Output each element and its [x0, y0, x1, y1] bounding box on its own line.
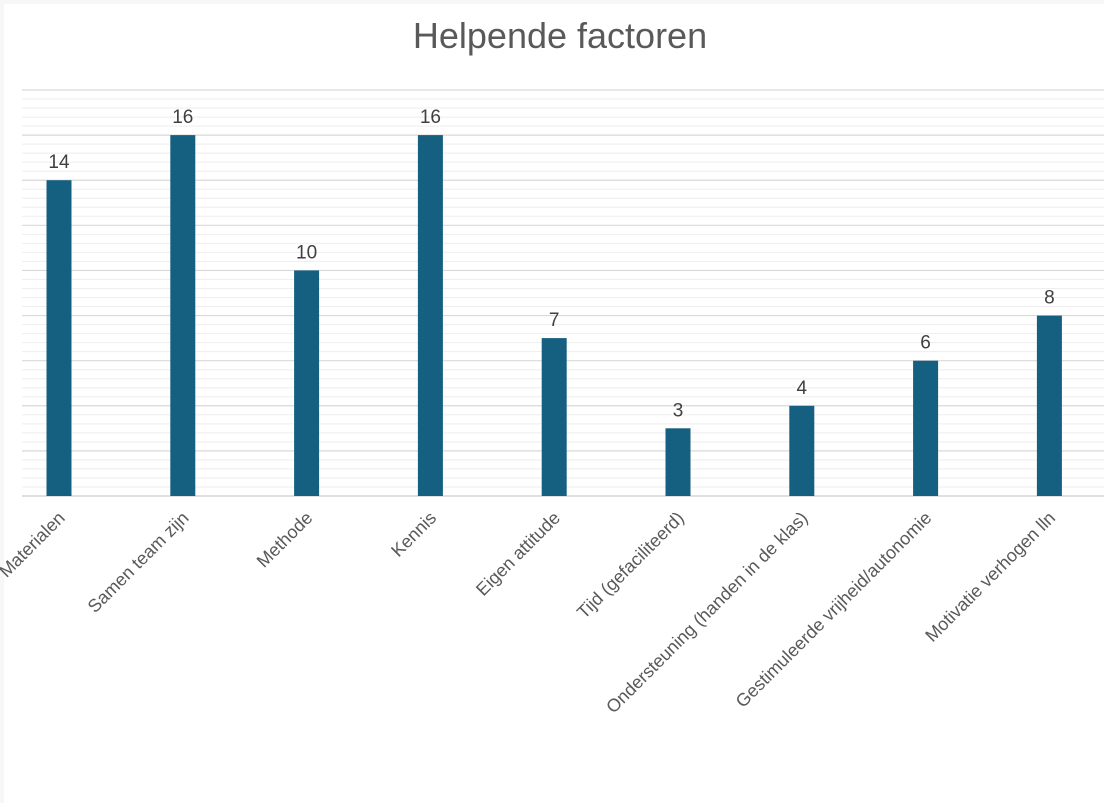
bar — [294, 270, 320, 496]
x-tick-label: Motivatie verhogen lln — [921, 508, 1059, 646]
bar — [789, 405, 815, 496]
data-label: 10 — [296, 242, 317, 263]
data-label: 16 — [172, 107, 193, 128]
x-tick-label: Methode — [253, 508, 317, 572]
bar — [665, 428, 691, 496]
x-tick-label: Materialen — [0, 508, 69, 582]
x-tick-label: Gestimuleerde vrijheid/autonomie — [732, 508, 936, 712]
data-label: 14 — [48, 152, 70, 173]
data-label: 7 — [549, 310, 560, 331]
bar — [1036, 315, 1062, 496]
bar — [417, 135, 443, 496]
data-label: 8 — [1044, 288, 1055, 309]
data-label: 6 — [920, 333, 931, 354]
x-tick-label: Ondersteuning (handen in de klas) — [602, 508, 811, 717]
x-tick-label: Eigen attitude — [472, 508, 564, 600]
chart-title: Helpende factoren — [413, 15, 707, 56]
x-axis-tick-labels: Materialen Samen team zijn Methode Kennis Ei… — [0, 508, 1059, 717]
data-label: 4 — [797, 378, 808, 399]
bar — [170, 135, 196, 496]
data-label: 3 — [673, 400, 684, 421]
bar — [46, 180, 72, 496]
x-tick-label: Kennis — [387, 508, 440, 561]
data-label: 16 — [420, 107, 441, 128]
bar — [541, 338, 567, 496]
x-tick-label: Tijd (gefaciliteerd) — [573, 508, 688, 623]
data-labels: 14 16 10 16 7 3 4 6 8 — [48, 107, 1054, 421]
x-tick-label: Samen team zijn — [84, 508, 193, 617]
bars — [46, 135, 1062, 496]
bar — [913, 360, 939, 496]
